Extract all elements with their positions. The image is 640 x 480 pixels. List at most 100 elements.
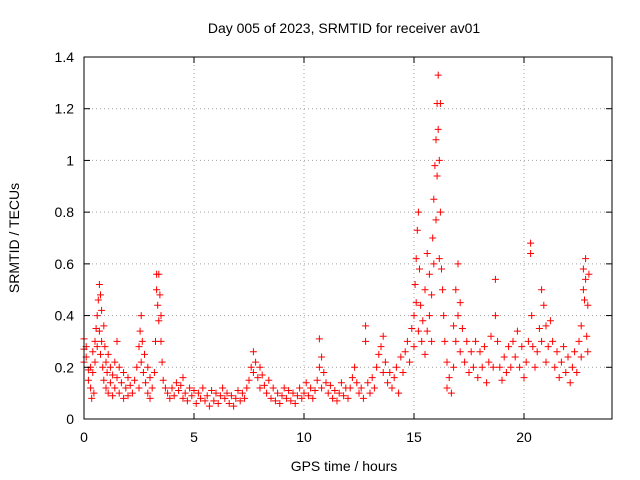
- data-point: [138, 337, 146, 345]
- data-point: [410, 312, 418, 320]
- data-point: [417, 301, 425, 309]
- data-point: [154, 301, 162, 309]
- data-point: [518, 343, 526, 351]
- data-point: [249, 368, 257, 376]
- data-point: [89, 348, 97, 356]
- data-point: [298, 394, 306, 402]
- data-point: [201, 397, 209, 405]
- data-point: [458, 325, 466, 332]
- data-point: [340, 392, 348, 400]
- data-point: [581, 296, 588, 304]
- data-point: [434, 125, 442, 133]
- data-point: [516, 363, 524, 371]
- data-point: [546, 317, 554, 325]
- data-point: [505, 343, 513, 351]
- data-point: [348, 374, 356, 382]
- data-point: [388, 384, 396, 392]
- data-point: [531, 363, 539, 371]
- data-point: [502, 368, 510, 376]
- data-point: [467, 348, 475, 356]
- data-point: [357, 384, 365, 392]
- data-point: [445, 374, 453, 382]
- data-point: [208, 387, 216, 395]
- data-point: [225, 399, 233, 407]
- data-point: [416, 265, 423, 273]
- data-point: [379, 332, 387, 340]
- data-point: [98, 337, 106, 345]
- data-point: [126, 381, 134, 389]
- data-point: [542, 322, 550, 330]
- data-point: [106, 379, 114, 387]
- data-point: [170, 392, 178, 400]
- data-point: [390, 374, 398, 382]
- data-point: [137, 358, 145, 366]
- data-point: [582, 255, 590, 263]
- data-point: [435, 156, 443, 164]
- data-point: [509, 337, 517, 345]
- data-point: [252, 358, 260, 366]
- data-point: [538, 286, 546, 294]
- data-point: [181, 389, 189, 397]
- data-point: [359, 394, 367, 402]
- data-point: [538, 337, 546, 345]
- data-point: [450, 363, 458, 371]
- data-point: [318, 353, 326, 361]
- data-point: [175, 387, 183, 395]
- y-tick-label: 0.8: [55, 204, 75, 220]
- data-point: [212, 389, 220, 397]
- data-point: [557, 358, 565, 366]
- data-point: [287, 397, 295, 405]
- data-point: [158, 358, 166, 366]
- data-point: [232, 394, 240, 402]
- data-point: [276, 399, 284, 407]
- data-point: [249, 348, 257, 356]
- data-point: [307, 384, 315, 392]
- data-point: [480, 343, 488, 351]
- data-point: [280, 384, 288, 392]
- data-point: [93, 343, 101, 351]
- data-point: [177, 381, 185, 389]
- data-point: [568, 363, 576, 371]
- data-point: [111, 358, 119, 366]
- data-point: [452, 286, 460, 294]
- data-point: [241, 394, 249, 402]
- data-point: [373, 363, 381, 371]
- data-point: [425, 270, 433, 278]
- data-point: [370, 384, 378, 392]
- data-point: [313, 376, 321, 384]
- data-point: [91, 337, 99, 345]
- data-point: [269, 384, 277, 392]
- x-tick-label: 20: [516, 429, 532, 445]
- data-point: [135, 384, 143, 392]
- data-point: [384, 379, 392, 387]
- data-point: [450, 322, 458, 330]
- y-tick-label: 1: [66, 152, 74, 168]
- data-point: [216, 392, 224, 400]
- y-axis-label: SRMTID / TECUs: [6, 183, 22, 293]
- data-point: [379, 368, 387, 376]
- data-point: [381, 358, 389, 366]
- data-point: [109, 371, 117, 379]
- data-point: [414, 208, 422, 216]
- data-point: [103, 368, 111, 376]
- data-point: [472, 337, 480, 345]
- data-point: [122, 384, 130, 392]
- data-point: [291, 399, 299, 407]
- data-point: [500, 353, 508, 361]
- data-point: [109, 392, 117, 400]
- data-point: [411, 281, 419, 289]
- data-point: [454, 260, 462, 268]
- data-point: [153, 286, 161, 294]
- data-point: [456, 299, 464, 307]
- data-point: [115, 363, 123, 371]
- data-point: [137, 312, 145, 320]
- data-point: [133, 363, 141, 371]
- data-point: [428, 337, 436, 345]
- data-point: [498, 376, 506, 384]
- data-point: [527, 239, 535, 247]
- data-point: [474, 374, 482, 382]
- data-point: [115, 389, 123, 397]
- data-point: [238, 389, 246, 397]
- data-point: [267, 394, 275, 402]
